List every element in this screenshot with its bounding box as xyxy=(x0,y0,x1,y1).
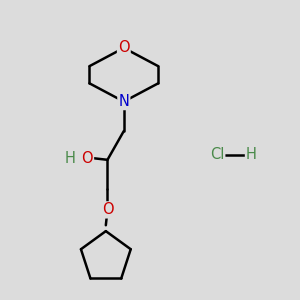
Text: O: O xyxy=(81,151,93,166)
Text: Cl: Cl xyxy=(210,147,224,162)
Text: H: H xyxy=(65,151,76,166)
Text: H: H xyxy=(246,147,257,162)
Text: N: N xyxy=(118,94,129,109)
Text: O: O xyxy=(118,40,130,56)
Text: O: O xyxy=(102,202,113,217)
